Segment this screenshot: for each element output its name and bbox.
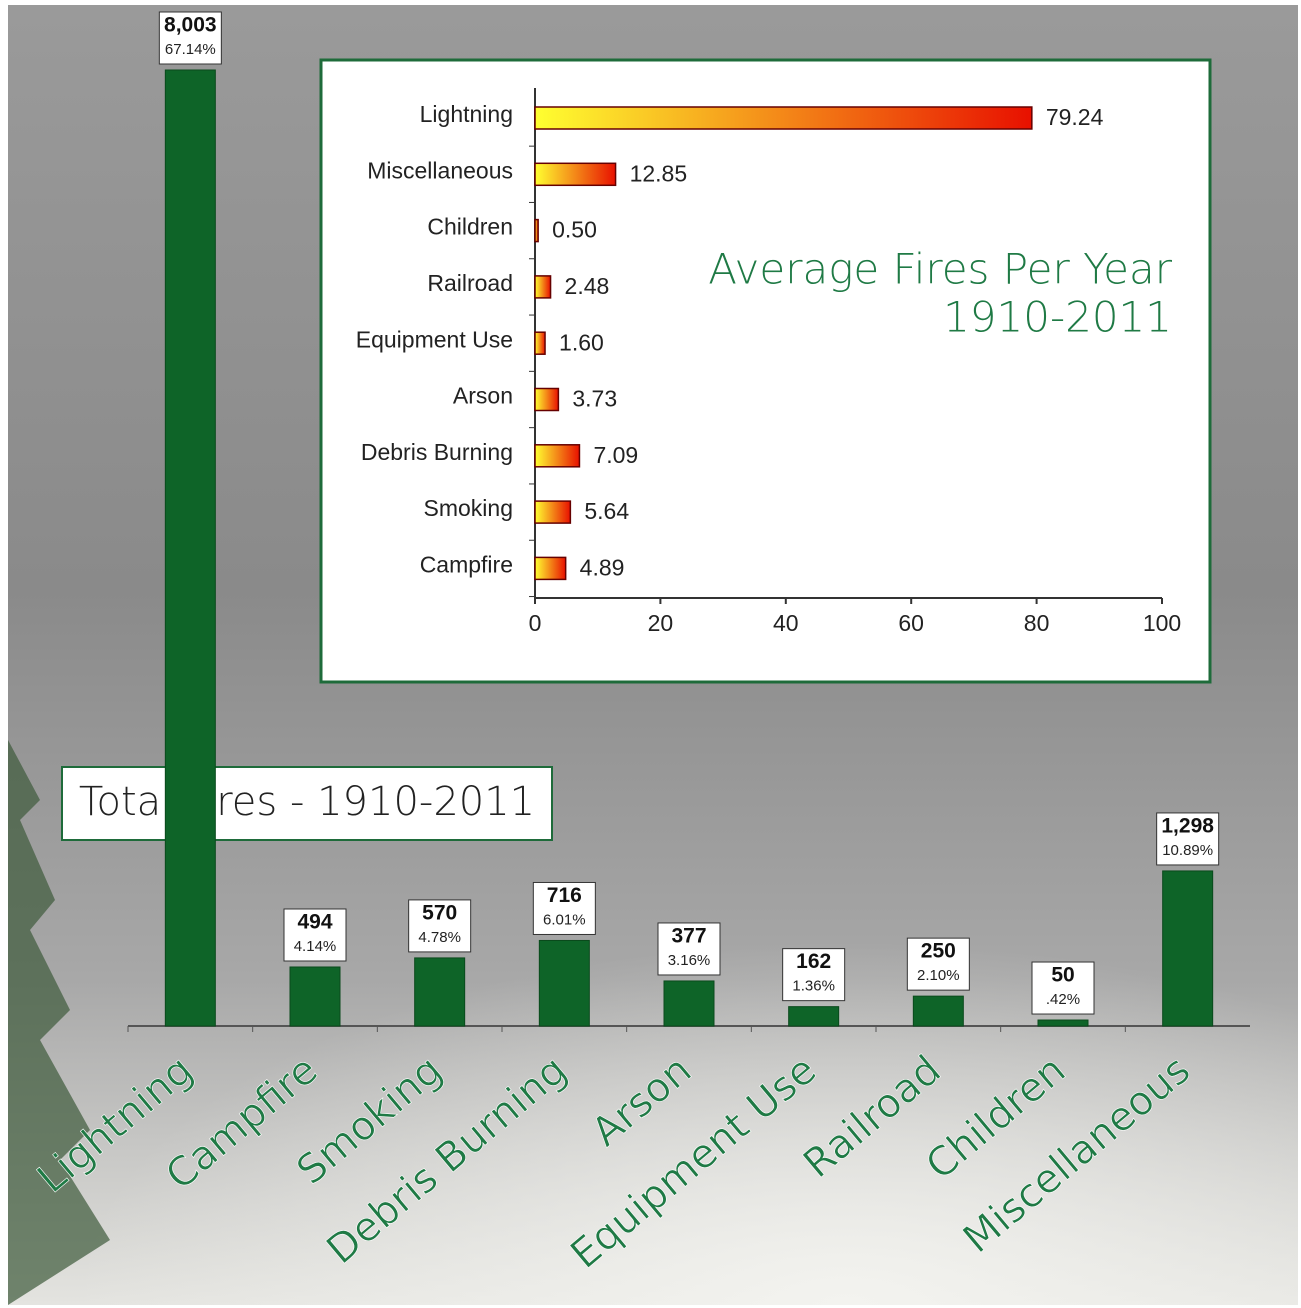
bar [534,275,552,299]
bar [534,331,546,355]
chart-subtitle: 1910-2011 [943,293,1172,342]
value-label-box [283,908,347,962]
value-label: 716 [547,884,582,907]
bar [1162,870,1214,1027]
x-tick-label: 80 [1024,610,1050,636]
value-label-box [1156,812,1220,866]
y-tick-label: Campfire [420,551,513,577]
title-box [61,766,553,841]
bar [534,444,581,468]
trees [8,740,110,1305]
average-fires-chart: Average Fires Per Year 1910-2011 0 20 40 60… [319,58,1212,684]
value-label: 162 [796,950,831,973]
y-tick-label: Lightning [420,101,513,127]
chart-title: Average Fires Per Year [708,245,1172,294]
value-label: 3.73 [572,386,617,412]
share-label: 4.14% [294,938,337,955]
y-tick-label: Miscellaneous [367,157,513,183]
bar [534,500,572,524]
value-label-box [906,937,970,991]
value-label-box [782,948,846,1002]
y-tick-label: Arson [453,383,513,409]
bar [414,957,466,1027]
bar [534,162,617,187]
bar [164,69,216,1027]
value-label: 1.60 [559,329,604,355]
bar [289,966,341,1027]
value-label: 79.24 [1046,104,1104,130]
x-tick-label: 0 [529,610,542,636]
y-tick-label: Debris Burning [361,439,513,465]
value-label: 494 [297,911,332,934]
value-label: 570 [422,901,457,924]
value-label-box [657,922,721,976]
share-label: 2.10% [917,967,960,984]
share-label: 6.01% [543,911,586,928]
value-label-box [408,899,472,953]
value-label: 1,298 [1161,814,1214,837]
bar [534,218,539,243]
value-label: 0.50 [552,217,597,243]
x-tick-label: 100 [1143,610,1181,636]
chart-panel [319,58,1212,684]
bar [1037,1019,1089,1027]
y-tick-label: Smoking [424,495,513,521]
x-tick-label: 20 [648,610,674,636]
share-label: 1.36% [792,978,835,995]
share-label: .42% [1046,991,1080,1008]
bar [534,556,567,581]
y-tick-label: Equipment Use [356,326,513,352]
bar [538,939,590,1027]
value-label: 377 [671,925,706,948]
share-label: 3.16% [668,952,711,969]
x-tick-label: 60 [898,610,924,636]
bar [912,995,964,1027]
value-label: 12.85 [630,160,688,186]
bar [788,1006,840,1027]
y-tick-label: Children [427,214,513,240]
value-label: 2.48 [565,273,610,299]
share-label: 67.14% [165,41,216,58]
value-label-box [158,11,222,65]
x-tick-label: 40 [773,610,799,636]
value-label: 4.89 [580,554,625,580]
value-label-box [1031,961,1095,1015]
value-label: 8,003 [164,14,217,37]
bar [534,106,1033,130]
share-label: 4.78% [418,929,461,946]
value-label: 5.64 [584,498,629,524]
value-label-box [532,881,596,935]
value-label: 50 [1051,964,1074,987]
y-tick-label: Railroad [427,270,513,296]
value-label: 250 [921,940,956,963]
value-label: 7.09 [593,442,638,468]
bar [663,980,715,1027]
chart-title: Total Fires - 1910-2011 [79,779,535,825]
share-label: 10.89% [1162,842,1213,859]
bar [534,387,560,412]
